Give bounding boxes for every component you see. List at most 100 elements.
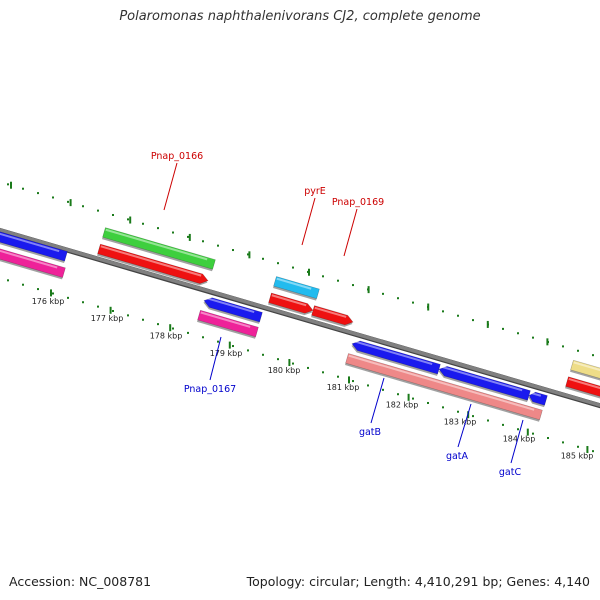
labels-layer: 176 kbp 177 kbp 178 kbp 179 kbp 180 kbp 181 k… <box>32 151 594 478</box>
outer-minor-tick <box>157 227 159 230</box>
inner-minor-tick <box>277 358 279 361</box>
inner-minor-tick <box>67 296 69 299</box>
inner-minor-tick <box>472 415 474 418</box>
tick-label: 176 kbp <box>32 297 65 306</box>
outer-minor-tick <box>217 244 219 247</box>
inner-minor-tick <box>7 279 9 282</box>
outer-minor-tick <box>82 205 84 208</box>
outer-minor-tick <box>382 292 384 295</box>
red-gene-right[interactable] <box>565 376 600 402</box>
gene-label[interactable]: gatB <box>359 427 381 438</box>
outer-minor-tick <box>292 266 294 269</box>
yellow-gene-right[interactable] <box>570 359 600 384</box>
inner-minor-tick <box>352 380 354 383</box>
blue-gene-gatb[interactable] <box>350 339 441 376</box>
inner-minor-tick <box>382 388 384 391</box>
outer-minor-tick <box>112 213 114 216</box>
outer-minor-tick <box>577 349 579 352</box>
cyan-gene-pyre[interactable] <box>273 276 320 301</box>
inner-minor-tick <box>37 288 39 291</box>
inner-minor-tick <box>577 445 579 448</box>
outer-minor-tick <box>187 235 189 238</box>
inner-minor-tick <box>247 349 249 352</box>
outer-minor-tick <box>442 310 444 313</box>
outer-minor-tick <box>7 183 9 186</box>
outer-minor-tick <box>592 354 594 357</box>
outer-minor-tick <box>502 327 504 330</box>
magenta-gene-left[interactable] <box>0 245 66 280</box>
gene-label[interactable]: Pnap_0167 <box>184 384 236 395</box>
outer-minor-tick <box>22 187 24 190</box>
gene-label[interactable]: pyrE <box>304 186 326 197</box>
gene-label-leader <box>370 377 385 424</box>
tick-label: 178 kbp <box>150 331 183 340</box>
tick-label: 184 kbp <box>503 435 536 444</box>
outer-minor-tick <box>127 218 129 221</box>
genome-summary-text: Topology: circular; Length: 4,410,291 bp… <box>246 574 590 589</box>
inner-minor-tick <box>412 397 414 400</box>
inner-minor-tick <box>262 353 264 356</box>
tick-label: 181 kbp <box>327 383 360 392</box>
outer-minor-tick <box>472 319 474 322</box>
outer-minor-tick <box>352 284 354 287</box>
tick-label: 180 kbp <box>268 366 301 375</box>
features-layer <box>0 227 600 422</box>
gene-label-leader <box>163 162 178 211</box>
inner-minor-tick <box>592 450 594 453</box>
blue-gene-pnap0167[interactable] <box>202 296 263 324</box>
inner-minor-tick <box>457 410 459 413</box>
inner-minor-tick <box>52 292 54 295</box>
blue-gene-gatc[interactable] <box>527 391 548 408</box>
outer-minor-tick <box>532 336 534 339</box>
inner-minor-tick <box>502 423 504 426</box>
gene-label-leader <box>457 403 472 448</box>
green-gene-pnap0166[interactable] <box>102 227 216 272</box>
magenta-gene-pnap0167[interactable] <box>197 309 259 339</box>
outer-minor-tick <box>337 279 339 282</box>
inner-minor-tick <box>562 441 564 444</box>
outer-minor-tick <box>457 314 459 317</box>
outer-minor-tick <box>247 253 249 256</box>
salmon-gene-gat-operon[interactable] <box>345 353 543 422</box>
blue-gene-gata[interactable] <box>437 364 531 403</box>
outer-minor-tick <box>562 345 564 348</box>
inner-minor-tick <box>97 305 99 308</box>
inner-minor-tick <box>217 340 219 343</box>
outer-minor-tick <box>202 240 204 243</box>
outer-minor-tick <box>517 332 519 335</box>
genome-backbone <box>0 228 600 408</box>
gene-label[interactable]: gatA <box>446 451 469 462</box>
outer-minor-tick <box>172 231 174 234</box>
blue-gene-left[interactable] <box>0 228 68 263</box>
gene-label[interactable]: gatC <box>499 467 522 478</box>
inner-minor-tick <box>82 301 84 304</box>
red-gene-pnap0166[interactable] <box>97 243 209 287</box>
outer-minor-tick <box>97 209 99 212</box>
tick-marks-layer <box>7 181 594 454</box>
inner-minor-tick <box>517 428 519 431</box>
outer-minor-tick <box>232 249 234 252</box>
inner-minor-tick <box>442 406 444 409</box>
tick-label: 177 kbp <box>91 314 124 323</box>
inner-minor-tick <box>547 437 549 440</box>
outer-minor-tick <box>142 222 144 225</box>
outer-minor-tick <box>52 196 54 199</box>
gene-label-leader <box>510 419 524 464</box>
tick-label: 185 kbp <box>561 451 594 460</box>
gene-label[interactable]: Pnap_0166 <box>151 151 203 162</box>
inner-minor-tick <box>112 309 114 312</box>
inner-minor-tick <box>232 345 234 348</box>
inner-minor-tick <box>322 371 324 374</box>
inner-minor-tick <box>397 393 399 396</box>
tick-label: 182 kbp <box>386 400 419 409</box>
red-gene-pnap0169[interactable] <box>311 305 354 329</box>
gene-label[interactable]: Pnap_0169 <box>332 197 384 208</box>
tick-label: 183 kbp <box>444 417 477 426</box>
tick-label: 179 kbp <box>210 349 243 358</box>
inner-minor-tick <box>127 314 129 317</box>
red-gene-pyre[interactable] <box>268 292 314 317</box>
inner-minor-tick <box>157 323 159 326</box>
inner-minor-tick <box>187 331 189 334</box>
inner-minor-tick <box>532 432 534 435</box>
